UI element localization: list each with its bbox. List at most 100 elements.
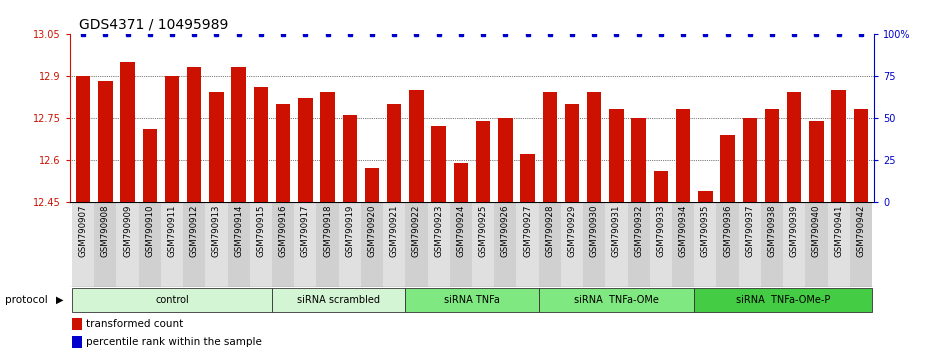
Text: GSM790938: GSM790938 <box>767 204 777 257</box>
Text: GSM790920: GSM790920 <box>367 204 377 257</box>
Bar <box>254 87 268 202</box>
Bar <box>738 202 761 287</box>
Bar <box>72 288 272 312</box>
Text: siRNA  TNFa-OMe-P: siRNA TNFa-OMe-P <box>736 295 830 305</box>
Bar <box>383 202 405 287</box>
Bar <box>98 81 113 202</box>
Bar <box>742 118 757 202</box>
Text: GSM790940: GSM790940 <box>812 204 821 257</box>
Bar <box>520 154 535 202</box>
Bar <box>342 115 357 202</box>
Bar <box>472 202 494 287</box>
Bar <box>250 202 272 287</box>
Bar <box>583 202 605 287</box>
Bar <box>209 92 223 202</box>
Text: GSM790923: GSM790923 <box>434 204 443 257</box>
Bar <box>498 118 512 202</box>
Bar <box>72 202 94 287</box>
Bar <box>387 104 402 202</box>
Bar <box>672 202 694 287</box>
Bar <box>831 90 846 202</box>
Bar <box>587 92 602 202</box>
Bar <box>187 67 202 202</box>
Bar <box>676 109 690 202</box>
Text: siRNA scrambled: siRNA scrambled <box>298 295 380 305</box>
Text: GSM790939: GSM790939 <box>790 204 799 257</box>
Bar <box>272 202 294 287</box>
Text: GSM790929: GSM790929 <box>567 204 577 257</box>
Bar <box>320 92 335 202</box>
Bar <box>809 120 824 202</box>
Bar <box>94 202 116 287</box>
Bar <box>142 129 157 202</box>
Bar <box>454 162 468 202</box>
Text: GSM790935: GSM790935 <box>701 204 710 257</box>
Text: transformed count: transformed count <box>86 319 183 329</box>
Bar <box>631 118 645 202</box>
Bar <box>72 318 82 330</box>
Bar <box>654 171 668 202</box>
Bar <box>787 92 802 202</box>
Bar <box>432 126 445 202</box>
Text: GSM790933: GSM790933 <box>657 204 665 257</box>
Text: siRNA  TNFa-OMe: siRNA TNFa-OMe <box>574 295 658 305</box>
Text: GDS4371 / 10495989: GDS4371 / 10495989 <box>79 18 229 32</box>
Bar <box>805 202 828 287</box>
Text: GSM790924: GSM790924 <box>457 204 465 257</box>
Text: GSM790909: GSM790909 <box>123 204 132 257</box>
Bar <box>409 90 424 202</box>
Bar <box>650 202 672 287</box>
Bar <box>161 202 183 287</box>
Text: GSM790917: GSM790917 <box>300 204 310 257</box>
Text: GSM790915: GSM790915 <box>257 204 265 257</box>
Text: GSM790936: GSM790936 <box>723 204 732 257</box>
Text: GSM790922: GSM790922 <box>412 204 421 257</box>
Text: GSM790927: GSM790927 <box>523 204 532 257</box>
Bar <box>516 202 538 287</box>
Bar <box>72 337 82 348</box>
Bar <box>299 98 312 202</box>
Text: GSM790942: GSM790942 <box>857 204 866 257</box>
Text: GSM790932: GSM790932 <box>634 204 644 257</box>
Bar <box>538 288 694 312</box>
Bar <box>854 109 868 202</box>
Bar <box>605 202 628 287</box>
Bar <box>628 202 650 287</box>
Bar <box>76 76 90 202</box>
Text: ▶: ▶ <box>56 295 63 305</box>
Bar <box>476 120 490 202</box>
Bar <box>232 67 246 202</box>
Bar <box>698 190 712 202</box>
Text: GSM790934: GSM790934 <box>679 204 687 257</box>
Text: GSM790931: GSM790931 <box>612 204 621 257</box>
Text: GSM790911: GSM790911 <box>167 204 177 257</box>
Bar <box>542 92 557 202</box>
Text: siRNA TNFa: siRNA TNFa <box>444 295 500 305</box>
Bar <box>721 135 735 202</box>
Bar <box>272 288 405 312</box>
Bar <box>850 202 872 287</box>
Bar <box>228 202 250 287</box>
Bar <box>428 202 450 287</box>
Bar <box>694 202 716 287</box>
Text: GSM790921: GSM790921 <box>390 204 399 257</box>
Text: GSM790928: GSM790928 <box>545 204 554 257</box>
Bar <box>405 288 538 312</box>
Bar <box>339 202 361 287</box>
Text: GSM790919: GSM790919 <box>345 204 354 257</box>
Text: percentile rank within the sample: percentile rank within the sample <box>86 337 261 347</box>
Bar <box>206 202 228 287</box>
Bar <box>494 202 516 287</box>
Text: GSM790907: GSM790907 <box>78 204 87 257</box>
Bar <box>565 104 579 202</box>
Text: GSM790910: GSM790910 <box>145 204 154 257</box>
Bar <box>139 202 161 287</box>
Bar <box>165 76 179 202</box>
Bar <box>316 202 339 287</box>
Bar <box>405 202 428 287</box>
Bar <box>450 202 472 287</box>
Bar <box>183 202 206 287</box>
Text: protocol: protocol <box>5 295 47 305</box>
Text: GSM790916: GSM790916 <box>279 204 287 257</box>
Bar <box>538 202 561 287</box>
